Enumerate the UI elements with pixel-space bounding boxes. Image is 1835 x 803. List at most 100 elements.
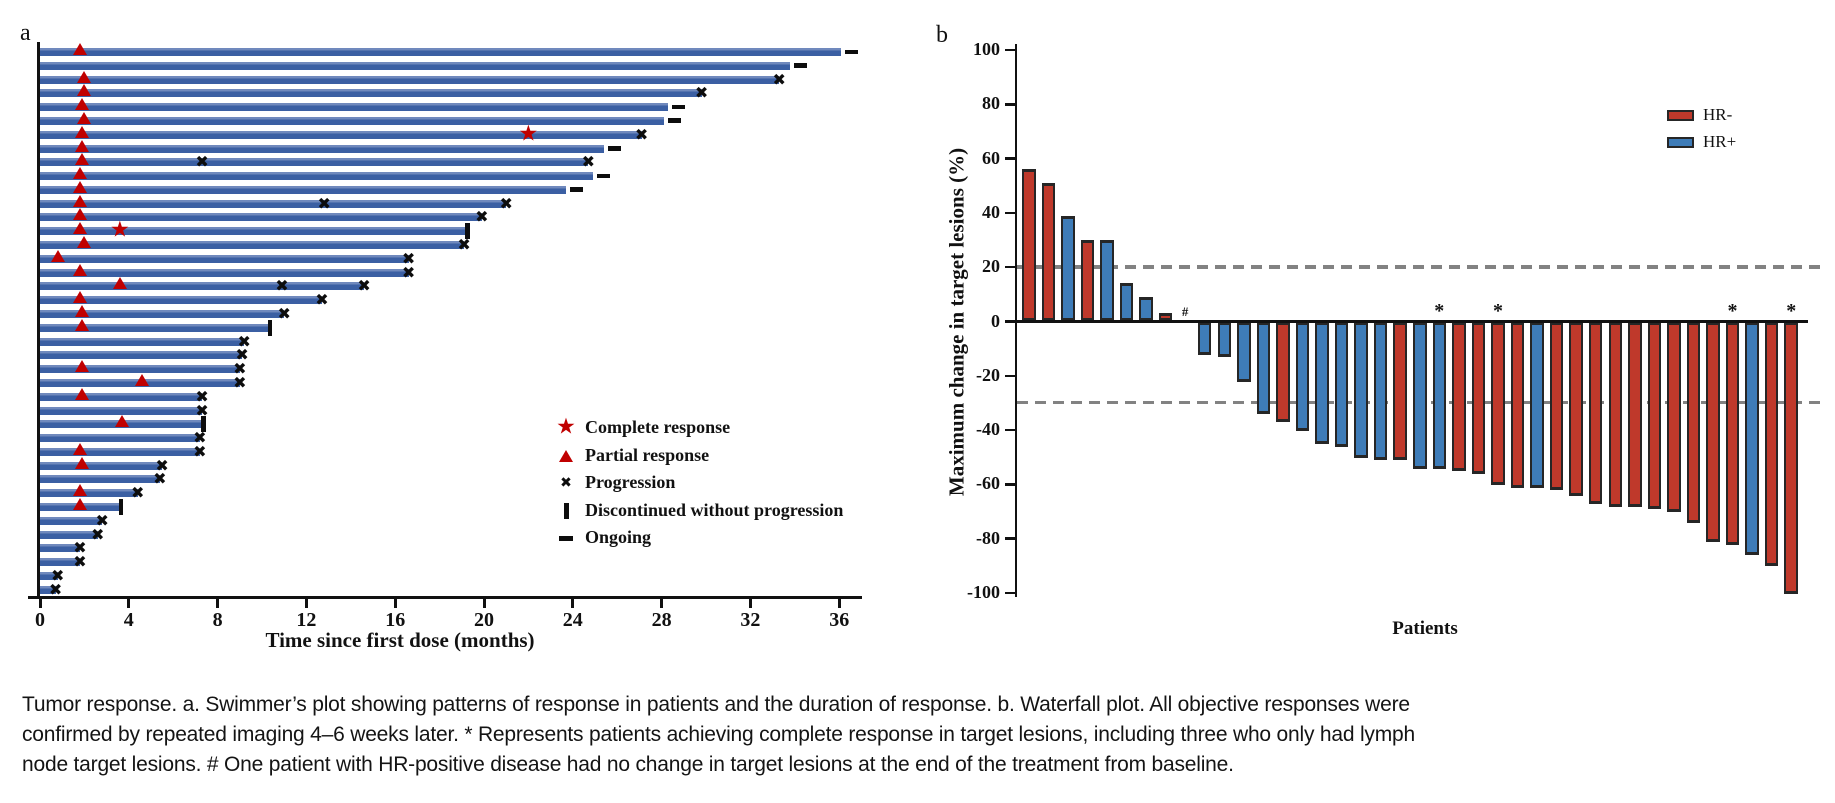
discontinued-bar-marker [118, 499, 124, 516]
swimmer-bar [40, 516, 103, 525]
x-tick [216, 599, 220, 608]
progression-x-marker: ✖ [195, 400, 209, 420]
partial-response-triangle-marker [75, 456, 90, 469]
partial-response-triangle-marker [72, 208, 87, 221]
y-tick-label: 60 [982, 147, 1000, 168]
progression-x-marker: ✖ [195, 152, 209, 172]
legend-label: HR- [1703, 105, 1733, 124]
y-tick [1005, 591, 1015, 595]
partial-response-triangle-marker [75, 305, 90, 317]
waterfall-bar [1471, 323, 1486, 475]
waterfall-bar [1295, 323, 1310, 431]
progression-x-marker: ✖ [772, 69, 786, 89]
partial-response-triangle-marker [72, 484, 87, 497]
caption-line-3: node target lesions. # One patient with … [22, 753, 1234, 776]
y-tick [1005, 428, 1015, 432]
waterfall-bar [1764, 323, 1779, 567]
waterfall-bar [1080, 240, 1095, 321]
waterfall-bar [1491, 323, 1505, 485]
waterfall-bar [1413, 323, 1427, 469]
waterfall-bar [1628, 323, 1642, 507]
progression-x-marker: ✖ [233, 359, 247, 379]
waterfall-bar [1139, 297, 1153, 321]
waterfall-bar [1784, 323, 1798, 594]
caption-line-2: confirmed by repeated imaging 4–6 weeks … [22, 723, 1415, 746]
partial-response-triangle-marker [77, 111, 92, 124]
waterfall-bar [1588, 323, 1603, 504]
progression-x-marker: ✖ [317, 193, 331, 213]
waterfall-bar [1354, 323, 1368, 458]
legend-x-icon: ✖ [560, 475, 572, 491]
x-tick [660, 599, 664, 608]
swimmer-bar [40, 296, 322, 305]
progression-x-marker: ✖ [73, 552, 87, 572]
panel-b-x-axis-title: Patients [1392, 618, 1458, 639]
swimmer-bar [40, 241, 465, 250]
swimmer-bar [40, 392, 203, 401]
partial-response-triangle-marker [72, 180, 87, 193]
x-tick-label: 36 [829, 609, 850, 631]
progression-x-marker: ✖ [694, 83, 709, 103]
progression-x-marker: ✖ [315, 290, 329, 310]
swimmer-bar [40, 489, 138, 498]
partial-response-triangle-marker [72, 222, 87, 235]
complete-response-asterisk-mark: * [1786, 299, 1797, 322]
progression-x-marker: ✖ [91, 524, 105, 544]
complete-response-star-marker: ★ [518, 121, 539, 147]
discontinued-bar-marker [465, 223, 470, 240]
swimmer-bar [40, 337, 245, 346]
y-tick-label: 80 [982, 93, 1000, 114]
progression-x-marker: ✖ [277, 304, 291, 323]
waterfall-bar [1725, 323, 1740, 545]
waterfall-bar [1373, 323, 1388, 461]
swimmer-bar [40, 75, 780, 84]
panel-a-x-axis-line [28, 596, 862, 599]
waterfall-bar [1197, 323, 1212, 355]
swimmer-bar [40, 365, 240, 374]
y-tick [1005, 48, 1015, 52]
discontinued-bar-marker [201, 416, 206, 433]
swimmer-bar [40, 544, 80, 553]
complete-response-star-marker: ★ [110, 217, 130, 243]
y-tick-label: 40 [982, 201, 1000, 222]
swimmer-bar [40, 116, 664, 125]
ongoing-dash-marker [667, 118, 681, 123]
complete-response-asterisk-mark: * [1434, 299, 1445, 322]
complete-response-asterisk-mark: * [1492, 299, 1503, 322]
progression-x-marker: ✖ [130, 483, 145, 503]
swimmer-bar [40, 530, 98, 539]
progression-x-marker: ✖ [634, 124, 649, 144]
partial-response-triangle-marker [112, 277, 127, 290]
partial-response-triangle-marker [72, 194, 87, 207]
swimmer-bar [40, 447, 200, 456]
y-tick-label: -20 [976, 364, 1000, 385]
progression-x-marker: ✖ [357, 276, 371, 296]
partial-response-triangle-marker [75, 139, 90, 152]
progression-x-marker: ✖ [51, 566, 65, 586]
figure-caption: Tumor response. a. Swimmer’s plot showin… [22, 690, 1415, 780]
waterfall-bar [1452, 323, 1466, 472]
waterfall-bar [1608, 323, 1622, 507]
progression-x-marker: ✖ [235, 345, 249, 365]
waterfall-bar [1745, 323, 1759, 556]
partial-response-triangle-marker [72, 442, 87, 455]
y-tick-label: 20 [982, 256, 1000, 277]
waterfall-bar [1315, 323, 1329, 445]
x-tick [837, 599, 841, 608]
legend-vbar-icon [564, 502, 569, 519]
legend-label: Partial response [585, 444, 710, 465]
waterfall-bar [1041, 183, 1056, 321]
waterfall-bar [1237, 323, 1251, 382]
partial-response-triangle-marker [75, 125, 90, 138]
progression-x-marker: ✖ [193, 441, 207, 461]
swimmer-bar [40, 48, 842, 56]
swimmer-bar [40, 144, 604, 153]
swimmer-bar [40, 585, 56, 594]
waterfall-bar [1706, 323, 1720, 542]
progression-x-marker: ✖ [275, 276, 289, 296]
legend-label: Complete response [585, 417, 731, 437]
x-tick-label: 0 [35, 609, 45, 631]
progression-x-marker: ✖ [237, 331, 251, 351]
swimmer-bar [40, 434, 200, 443]
